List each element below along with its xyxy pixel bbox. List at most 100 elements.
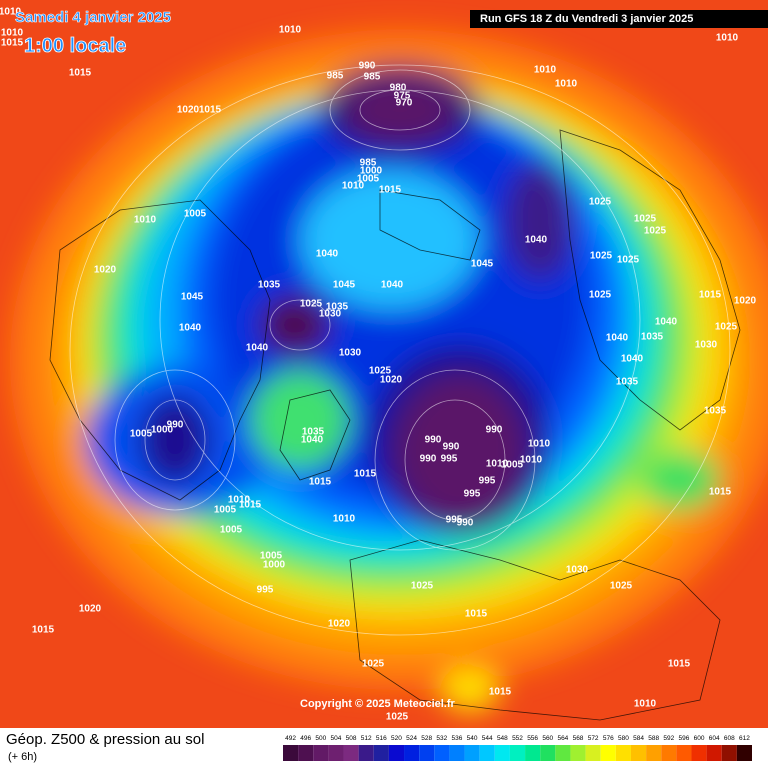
- isobar-label: 1015: [699, 290, 722, 301]
- scale-label: 600: [694, 735, 705, 742]
- scale-label: 540: [467, 735, 478, 742]
- isobar-label: 1030: [339, 348, 362, 359]
- isobar-label: 1045: [471, 259, 494, 270]
- scale-label: 604: [709, 735, 720, 742]
- isobar-label: 1040: [606, 333, 629, 344]
- isobar-label: 1040: [381, 280, 404, 291]
- scale-swatch: [661, 745, 677, 761]
- scale-swatch: [646, 745, 662, 761]
- isobar-label: 1010: [534, 65, 557, 76]
- isobar-label: 1010: [520, 455, 543, 466]
- scale-swatch: [434, 745, 450, 761]
- isobar-label: 1025: [386, 712, 409, 723]
- isobar-label: 990: [167, 420, 184, 431]
- scale-swatch: [585, 745, 601, 761]
- isobar-label: 970: [396, 98, 413, 109]
- run-banner: [470, 10, 768, 28]
- scale-swatch: [525, 745, 541, 761]
- isobar-label: 1025: [617, 255, 640, 266]
- isobars: [69, 64, 731, 636]
- isobar-label: 990: [359, 61, 376, 72]
- isobar-label: 1025: [610, 581, 633, 592]
- run-info: Run GFS 18 Z du Vendredi 3 janvier 2025: [480, 13, 693, 25]
- scale-swatch: [615, 745, 631, 761]
- scale-swatch: [630, 745, 647, 761]
- scale-label: 520: [391, 735, 402, 742]
- isobar-label: 1030: [566, 565, 589, 576]
- isobar-label: 990: [443, 442, 460, 453]
- scale-swatch: [283, 745, 299, 761]
- scale-label: 528: [421, 735, 432, 742]
- scale-label: 504: [331, 735, 342, 742]
- scale-label: 516: [376, 735, 387, 742]
- isobar-label: 1010: [0, 7, 22, 18]
- isobar-label: 1010: [486, 459, 509, 470]
- isobar-label: 1025: [715, 322, 738, 333]
- isobar-label: 1040: [525, 235, 548, 246]
- isobar-label: 1035: [326, 302, 349, 313]
- isobar-label: 1015: [354, 469, 377, 480]
- isobar-label: 1005: [357, 174, 380, 185]
- scale-swatch: [570, 745, 586, 761]
- scale-swatch: [313, 745, 329, 761]
- scale-label: 588: [648, 735, 659, 742]
- scale-swatch: [736, 745, 752, 761]
- isobar-label: 1015: [379, 185, 402, 196]
- isobar-label: 1015: [709, 487, 732, 498]
- geopotential-field: [0, 0, 768, 728]
- scale-swatch: [464, 745, 480, 761]
- isobar-label: 1010: [333, 514, 356, 525]
- scale-swatch: [600, 745, 616, 761]
- isobar-label: 1010: [716, 33, 739, 44]
- scale-swatch: [343, 745, 359, 761]
- isobar-label: 1035: [641, 332, 664, 343]
- scale-label: 596: [678, 735, 689, 742]
- date: Samedi 4 janvier 2025: [15, 9, 171, 26]
- scale-swatch: [509, 745, 526, 761]
- isobar-label: 1020: [734, 296, 757, 307]
- isobar-label: 1040: [655, 317, 678, 328]
- isobar-label: 985: [327, 71, 344, 82]
- color-scale: 492 496 500 504 508 512 516 520 524 528 532 536 540 5…: [283, 735, 752, 761]
- footer-title: Géop. Z500 & pression au sol: [6, 731, 204, 748]
- isobar-label: 1005: [220, 525, 243, 536]
- isobar-label: 1035: [302, 427, 325, 438]
- scale-label: 552: [512, 735, 523, 742]
- time: 1:00 locale: [24, 35, 126, 57]
- scale-label: 564: [557, 735, 568, 742]
- isobar-label: 1010: [634, 699, 657, 710]
- isobar-label: 1010: [528, 439, 551, 450]
- isobar-label: 1025: [589, 290, 612, 301]
- isobar-label: 1035: [616, 377, 639, 388]
- isobar-label: 995: [257, 585, 274, 596]
- isobar-label: 995: [479, 476, 496, 487]
- scale-label: 568: [573, 735, 584, 742]
- isobar-label: 1010: [342, 181, 365, 192]
- isobar-label: 1020: [380, 375, 403, 386]
- footer-step: (+ 6h): [8, 751, 37, 763]
- scale-swatch: [388, 745, 405, 761]
- isobar-label: 1015: [668, 659, 691, 670]
- isobar-label: 1040: [301, 435, 324, 446]
- isobar-label: 1045: [181, 292, 204, 303]
- isobar-label: 1015: [489, 687, 512, 698]
- scale-swatch: [676, 745, 692, 761]
- scale-swatch: [373, 745, 389, 761]
- scale-label: 556: [527, 735, 538, 742]
- scale-label: 496: [300, 735, 311, 742]
- isobar-label: 1010: [1, 28, 24, 39]
- isobar-label: 995: [446, 515, 463, 526]
- scale-label: 560: [542, 735, 553, 742]
- scale-swatch: [540, 745, 556, 761]
- isobar-label: 1015: [309, 477, 332, 488]
- scale-label: 584: [633, 735, 644, 742]
- isobar-label: 1040: [246, 343, 269, 354]
- scale-swatch: [721, 745, 737, 761]
- scale-swatch: [358, 745, 374, 761]
- isobar-label: 1015: [199, 105, 222, 116]
- isobar-label: 995: [464, 489, 481, 500]
- scale-swatch: [419, 745, 435, 761]
